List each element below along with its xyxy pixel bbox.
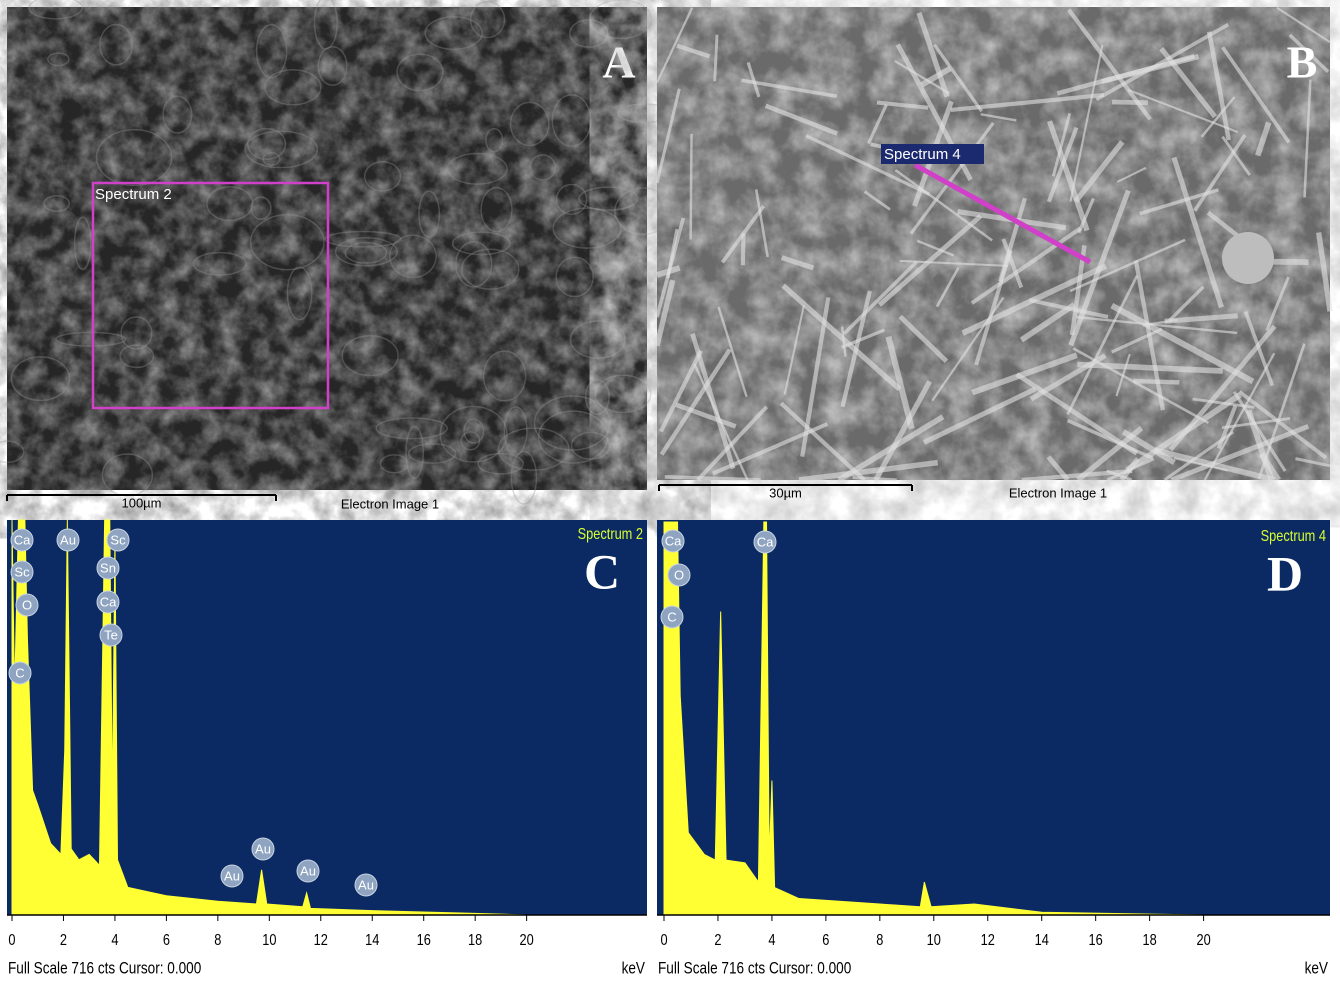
x-tick-label: 18: [468, 932, 482, 950]
spectrum-label: Spectrum 2: [95, 186, 172, 203]
image-caption: Electron Image 1: [341, 496, 439, 511]
element-label: Au: [255, 841, 271, 856]
x-tick-label: 10: [927, 932, 941, 950]
image-caption: Electron Image 1: [1009, 485, 1107, 500]
needle: [743, 233, 744, 265]
x-tick-label: 10: [262, 932, 276, 950]
panel-letter: B: [1287, 37, 1318, 88]
x-tick-label: 16: [417, 932, 431, 950]
element-label: Te: [104, 627, 118, 642]
x-tick-label: 20: [520, 932, 534, 950]
element-label: Ca: [665, 533, 682, 548]
x-tick-label: 14: [365, 932, 379, 950]
panel-letter: D: [1267, 545, 1303, 601]
x-tick-label: 6: [163, 932, 170, 950]
x-tick-label: 12: [981, 932, 995, 950]
x-unit: keV: [1305, 959, 1329, 978]
x-tick-label: 0: [660, 932, 667, 950]
x-tick-label: 12: [314, 932, 328, 950]
element-label: Au: [60, 532, 76, 547]
element-label: C: [667, 609, 676, 624]
footer-info: Full Scale 716 cts Cursor: 0.000: [658, 959, 851, 978]
x-tick-label: 4: [768, 932, 775, 950]
element-label: Au: [224, 868, 240, 883]
element-label: Sc: [14, 564, 30, 579]
spectrum-title: Spectrum 2: [578, 526, 643, 544]
x-tick-label: 14: [1035, 932, 1049, 950]
x-tick-label: 2: [714, 932, 721, 950]
x-unit: keV: [622, 959, 646, 978]
scale-bar-label: 100µm: [121, 495, 161, 510]
element-label: Ca: [100, 594, 117, 609]
x-tick-label: 18: [1143, 932, 1157, 950]
x-tick-label: 6: [822, 932, 829, 950]
panel-letter: A: [602, 37, 635, 88]
element-label: O: [22, 597, 32, 612]
element-label: C: [15, 665, 24, 680]
element-label: Au: [358, 877, 374, 892]
needle: [1112, 102, 1148, 103]
element-label: Ca: [757, 534, 774, 549]
particle: [1222, 232, 1274, 284]
element-label: Ca: [14, 532, 31, 547]
element-label: Sn: [100, 560, 116, 575]
footer-info: Full Scale 716 cts Cursor: 0.000: [8, 959, 201, 978]
element-label: O: [674, 567, 684, 582]
scale-bar-label: 30µm: [769, 485, 802, 500]
x-tick-label: 0: [8, 932, 15, 950]
element-label: Sc: [110, 532, 126, 547]
figure: Spectrum 2 A 100µm Electron Image 1 Spectrum…: [0, 0, 1340, 981]
needle: [691, 134, 692, 239]
spectrum-title: Spectrum 4: [1261, 528, 1326, 546]
spectrum-label: Spectrum 4: [884, 146, 961, 163]
x-tick-label: 20: [1196, 932, 1210, 950]
element-label: Au: [300, 863, 316, 878]
x-tick-label: 4: [111, 932, 118, 950]
page: Spectrum 2 A 100µm Electron Image 1 Spectrum…: [0, 0, 1340, 986]
needle: [1133, 381, 1179, 382]
x-tick-label: 8: [214, 932, 221, 950]
panel-letter: C: [584, 543, 620, 599]
x-tick-label: 2: [60, 932, 67, 950]
x-tick-label: 8: [876, 932, 883, 950]
x-tick-label: 16: [1089, 932, 1103, 950]
